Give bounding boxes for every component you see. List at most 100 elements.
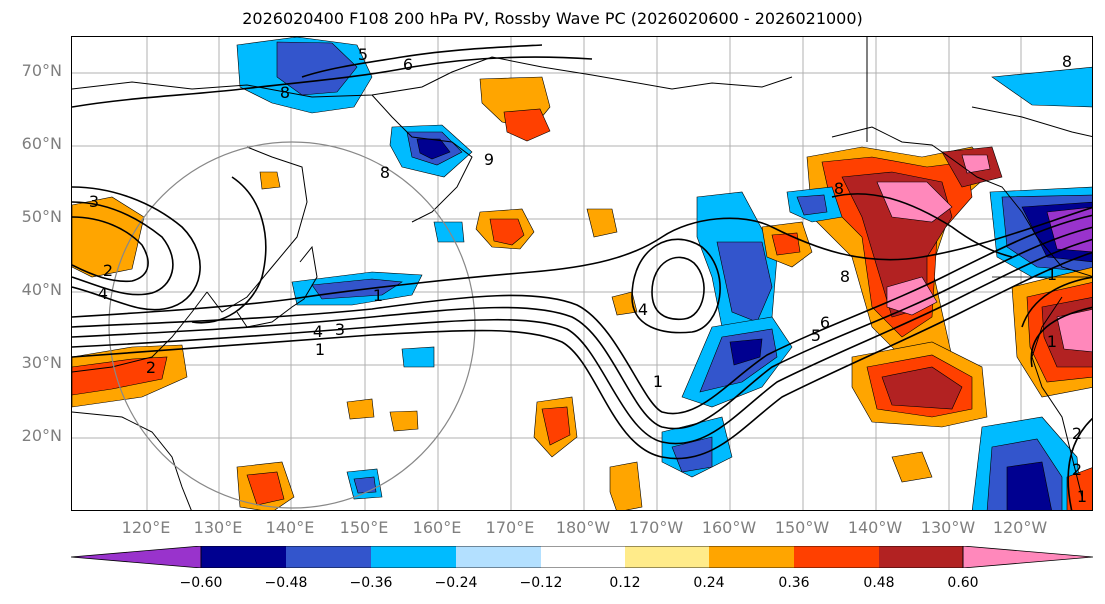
colorbar-segment [456,546,541,568]
contour-label: 2 [1072,424,1082,443]
colorbar-tick: 0.36 [778,575,810,591]
lon-label-160e: 160°E [412,518,462,537]
lon-label-170e: 170°E [485,518,535,537]
colorbar-tick: −0.36 [349,575,393,591]
contour-label: 8 [280,83,290,102]
colorbar-segment [541,546,625,568]
contour-label: 8 [840,267,850,286]
contour-label: 6 [403,55,413,74]
contour-label: 1 [653,372,663,391]
lon-label-150e: 150°E [339,518,389,537]
pv-anomaly-positive [72,196,145,278]
pv-anomaly-positive [611,291,638,316]
lon-label-130e: 130°E [193,518,243,537]
lon-label-140e: 140°E [265,518,315,537]
contour-label: 1 [1047,332,1057,351]
lat-label-40n: 40°N [21,280,62,299]
pv-anomaly-positive [346,398,375,420]
pv-anomaly-positive [891,451,933,483]
contour-label: 4 [638,300,648,319]
pv-contours [72,44,1092,510]
pv-anomaly-negative [796,194,828,216]
map-panel: 5 6 8 9 8 3 2 4 1 1 3 4 4 1 2 6 5 8 8 8 … [71,36,1093,511]
lon-label-120w: 120°W [992,518,1048,537]
contour-label: 2 [103,261,113,280]
pv-anomaly-positive [489,218,525,246]
pv-anomaly-negative [401,346,435,368]
contour-label: 1 [315,340,325,359]
lat-label-60n: 60°N [21,134,62,153]
colorbar-tick: 0.48 [863,575,895,591]
lon-label-160w: 160°W [701,518,757,537]
colorbar-segment [879,546,963,568]
colorbar-tick: 0.12 [609,575,641,591]
colorbar-segment [286,546,371,568]
colorbar-segment [371,546,456,568]
pv-anomaly-positive [586,208,618,238]
pv-anomaly-positive [72,356,168,396]
pv-anomaly-positive [961,154,991,174]
contour-label: 8 [1062,52,1072,71]
contour-label: 5 [811,326,821,345]
pv-anomaly-negative [716,241,773,323]
contour-label: 3 [335,320,345,339]
colorbar [71,546,1093,568]
colorbar-segment [201,546,286,568]
graticule [72,37,1092,510]
pv-anomaly-positive [503,108,551,142]
contour-label: 8 [380,163,390,182]
pv-anomaly-negative [671,436,713,473]
pv-anomaly-positive [246,471,285,506]
pv-anomaly-positive [541,406,571,446]
contour-label: 2 [1072,460,1082,479]
colorbar-segment [794,546,879,568]
pv-anomaly-negative [416,138,451,160]
region-circle [108,141,476,509]
lon-label-180w: 180°W [555,518,611,537]
colorbar-segment [709,546,794,568]
colorbar-tick: 0.60 [947,575,979,591]
pv-anomaly-positive [1056,309,1092,353]
lat-label-70n: 70°N [21,61,62,80]
pv-anomaly-negative [1006,461,1052,510]
pv-anomaly-negative [311,278,403,300]
contour-label: 6 [820,313,830,332]
colorbar-tick: −0.48 [264,575,308,591]
contour-label: 5 [358,45,368,64]
contour-label: 8 [834,179,844,198]
lon-label-120e: 120°E [121,518,171,537]
lat-label-20n: 20°N [21,426,62,445]
pv-anomaly-negative [353,476,377,494]
contour-label: 1 [1047,265,1057,284]
contour-label: 2 [146,358,156,377]
contour-label-group: 5 6 8 9 8 3 2 4 1 1 3 4 4 1 2 6 5 8 8 8 … [89,45,1087,506]
pv-anomaly-positive [389,410,419,432]
contour-label: 3 [89,192,99,211]
pv-anomaly-positive [881,366,963,410]
lat-label-30n: 30°N [21,353,62,372]
pv-anomaly-negative [991,66,1092,108]
colorbar-extend-high [962,546,1093,568]
colorbar-tick: −0.60 [179,575,223,591]
colorbar-tick: 0.24 [693,575,725,591]
contour-label: 4 [313,322,323,341]
pv-anomaly-negative [276,41,358,96]
contour-label: 1 [1077,487,1087,506]
lon-label-130w: 130°W [920,518,976,537]
pv-anomaly-positive [609,461,643,510]
contour-label: 1 [373,286,383,305]
pv-anomaly-negative [729,338,763,366]
lon-label-170w: 170°W [628,518,684,537]
colorbar-segment [625,546,709,568]
pv-anomaly-positive [259,171,281,190]
colorbar-tick: −0.24 [434,575,478,591]
pv-anomaly-positive [771,232,801,256]
contour-label: 9 [484,150,494,169]
map-title: 2026020400 F108 200 hPa PV, Rossby Wave … [242,9,863,28]
lon-label-140w: 140°W [847,518,903,537]
colorbar-extend-low [71,546,202,568]
contour-label: 4 [98,284,108,303]
pv-anomaly-positive [876,181,953,223]
colorbar-tick: −0.12 [519,575,563,591]
lon-label-150w: 150°W [774,518,830,537]
